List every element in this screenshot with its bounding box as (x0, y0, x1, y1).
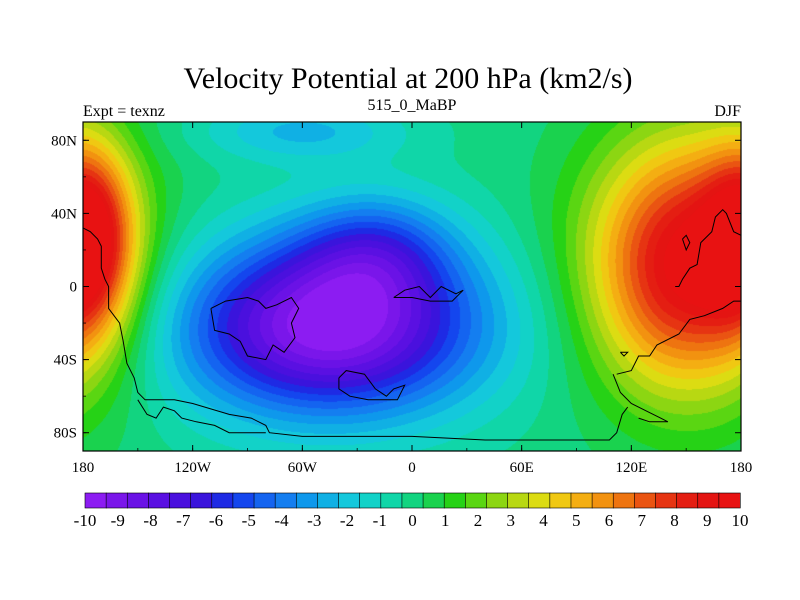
coastline-asia-east (675, 208, 741, 287)
left-label: Expt = texnz (83, 103, 165, 120)
colorbar-swatch (443, 492, 466, 509)
coastline-north-africa-strip (393, 285, 464, 302)
colorbar-swatch (507, 492, 530, 509)
colorbar-swatch (486, 492, 509, 509)
colorbar-swatch (105, 492, 128, 509)
coastline-asia-east-islands (682, 234, 691, 252)
colorbar-swatch (570, 492, 593, 509)
y-tick-label: 80S (54, 426, 77, 442)
colorbar-label: 9 (703, 511, 712, 530)
colorbar: -10 -9 -8 -7 -6 -5 -4 -3 -2 -1 0 1 2 3 4 5 6 7 8 9 10 (74, 492, 749, 530)
x-tick-label: 180 (730, 460, 753, 476)
colorbar-label: 1 (441, 511, 450, 530)
colorbar-swatch (655, 492, 678, 509)
colorbar-swatch (148, 492, 171, 509)
colorbar-label: -7 (176, 511, 191, 530)
y-axis: 80N 40N 0 40S 80S (51, 133, 741, 442)
colorbar-label: 7 (638, 511, 647, 530)
velocity-potential-field (83, 122, 741, 451)
y-tick-label: 40N (51, 206, 77, 222)
colorbar-swatch (612, 492, 635, 509)
colorbar-label: 8 (670, 511, 679, 530)
coastline-antarctic-peninsula (137, 399, 266, 434)
coastline-australia-south (612, 374, 669, 423)
colorbar-label: -6 (209, 511, 223, 530)
colorbar-swatch (549, 492, 572, 509)
x-tick-label: 60W (288, 460, 318, 476)
chart-title: Velocity Potential at 200 hPa (km2/s) (183, 62, 632, 95)
x-tick-label: 120W (174, 460, 212, 476)
colorbar-swatch (528, 492, 551, 509)
colorbar-label: 2 (474, 511, 483, 530)
colorbar-swatch (401, 492, 424, 509)
colorbar-label: -10 (74, 511, 97, 530)
colorbar-swatch (359, 492, 382, 509)
colorbar-swatch (211, 492, 234, 509)
coastline-australia-west (616, 300, 741, 375)
colorbar-label: -8 (143, 511, 157, 530)
colorbar-swatch (126, 492, 149, 509)
colorbar-swatch (591, 492, 614, 509)
colorbar-swatch (169, 492, 192, 509)
right-label: DJF (714, 103, 741, 120)
x-tick-label: 180 (72, 460, 95, 476)
map-panel: 180 120W 60W 0 60E 120E 180 80N 40N 0 40S 80S (51, 121, 753, 476)
colorbar-label: -1 (373, 511, 387, 530)
colorbar-swatch (380, 492, 403, 509)
colorbar-label: -4 (274, 511, 289, 530)
colorbar-swatch (422, 492, 445, 509)
y-tick-label: 40S (54, 353, 77, 369)
coastline-pacific-islet (620, 351, 629, 357)
colorbar-label: -9 (111, 511, 125, 530)
colorbar-swatch (295, 492, 319, 509)
colorbar-swatch (232, 492, 255, 509)
colorbar-label: -3 (307, 511, 321, 530)
colorbar-label: 6 (605, 511, 614, 530)
coastline-layer (83, 208, 741, 441)
colorbar-swatch (253, 492, 276, 509)
y-tick-label: 0 (70, 280, 78, 296)
colorbar-swatch (190, 492, 213, 509)
colorbar-label: 0 (408, 511, 417, 530)
coastline-europe-africa-block (210, 296, 300, 361)
colorbar-label: 10 (732, 511, 749, 530)
colorbar-label: -5 (242, 511, 256, 530)
x-axis: 180 120W 60W 0 60E 120E 180 (72, 122, 753, 476)
x-tick-label: 60E (510, 460, 534, 476)
y-tick-label: 80N (51, 133, 77, 149)
colorbar-swatch (317, 492, 340, 509)
x-tick-label: 0 (408, 460, 416, 476)
colorbar-swatch (718, 492, 741, 509)
coastline-north-america-west (83, 227, 629, 441)
colorbar-label: 4 (539, 511, 548, 530)
colorbar-swatch (634, 492, 657, 509)
colorbar-swatch (274, 492, 297, 509)
colorbar-swatch (676, 492, 699, 509)
x-tick-label: 120E (615, 460, 647, 476)
colorbar-swatch (465, 492, 488, 509)
center-label: 515_0_MaBP (368, 97, 457, 114)
colorbar-label: 5 (572, 511, 581, 530)
coastline-mid-atlantic-island (338, 370, 406, 401)
colorbar-label: 3 (507, 511, 516, 530)
colorbar-swatch (338, 492, 361, 509)
colorbar-label: -2 (340, 511, 354, 530)
colorbar-swatch (84, 492, 107, 509)
colorbar-swatch (697, 492, 720, 509)
